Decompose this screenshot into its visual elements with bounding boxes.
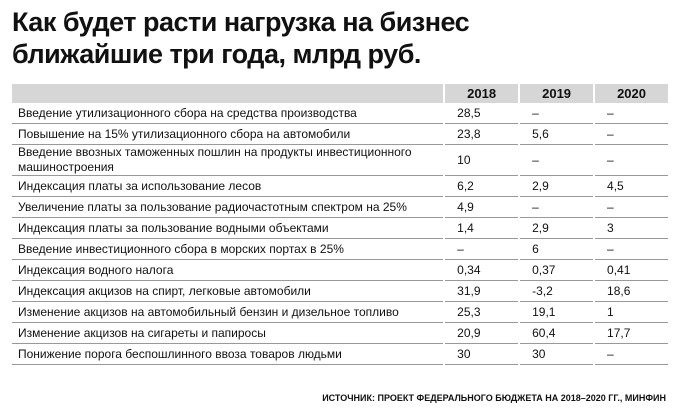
row-label: Введение ввозных таможенных пошлин на пр… — [12, 144, 445, 176]
row-label: Понижение порога беспошлинного ввоза тов… — [12, 343, 445, 365]
table-row: Введение ввозных таможенных пошлин на пр… — [12, 144, 668, 176]
value-cell: 30 — [443, 343, 520, 365]
row-label: Индексация акцизов на спирт, легковые ав… — [12, 280, 445, 302]
value-cell: 19,1 — [518, 301, 595, 323]
value-cell: 0,41 — [593, 259, 668, 281]
row-label: Повышение на 15% утилизационного сбора н… — [12, 123, 445, 145]
row-label: Введение утилизационного сбора на средст… — [12, 103, 445, 124]
header-row: 2018 2019 2020 — [12, 84, 668, 103]
table-row: Изменение акцизов на автомобильный бензи… — [12, 301, 668, 323]
value-cell: – — [593, 103, 668, 124]
value-cell: 6 — [518, 238, 595, 260]
row-label: Введение инвестиционного сбора в морских… — [12, 238, 445, 260]
row-label: Индексация платы за использование лесов — [12, 175, 445, 197]
header-cell: 2019 — [518, 84, 595, 103]
value-cell: 18,6 — [593, 280, 668, 302]
table-row: Увеличение платы за пользование радиочас… — [12, 196, 668, 218]
value-cell: -3,2 — [518, 280, 595, 302]
value-cell: – — [593, 238, 668, 260]
title-line: ближайшие три года, млрд руб. — [12, 39, 421, 69]
row-label: Изменение акцизов на сигареты и папиросы — [12, 322, 445, 344]
row-label: Индексация платы за пользование водными … — [12, 217, 445, 239]
value-cell: 31,9 — [443, 280, 520, 302]
value-cell: 10 — [443, 144, 520, 176]
header-cell: 2018 — [443, 84, 520, 103]
table-row: Индексация водного налога 0,34 0,37 0,41 — [12, 259, 668, 281]
table-row: Индексация платы за пользование водными … — [12, 217, 668, 239]
value-cell: – — [443, 238, 520, 260]
value-cell: 2,9 — [518, 217, 595, 239]
value-cell: 6,2 — [443, 175, 520, 197]
value-cell: 4,9 — [443, 196, 520, 218]
value-cell: 20,9 — [443, 322, 520, 344]
table-row: Понижение порога беспошлинного ввоза тов… — [12, 343, 668, 365]
header-cell: 2020 — [593, 84, 668, 103]
table-row: Введение инвестиционного сбора в морских… — [12, 238, 668, 260]
source: ИСТОЧНИК: ПРОЕКТ ФЕДЕРАЛЬНОГО БЮДЖЕТА НА… — [322, 393, 666, 403]
value-cell: – — [593, 343, 668, 365]
value-cell: – — [518, 144, 595, 176]
value-cell: 2,9 — [518, 175, 595, 197]
value-cell: 28,5 — [443, 103, 520, 124]
value-cell: – — [518, 196, 595, 218]
value-cell: – — [593, 196, 668, 218]
value-cell: 0,37 — [518, 259, 595, 281]
value-cell: 1 — [593, 301, 668, 323]
table-row: Повышение на 15% утилизационного сбора н… — [12, 123, 668, 145]
table-row: Введение утилизационного сбора на средст… — [12, 103, 668, 124]
value-cell: 30 — [518, 343, 595, 365]
value-cell: 23,8 — [443, 123, 520, 145]
row-label: Индексация водного налога — [12, 259, 445, 281]
value-cell: 3 — [593, 217, 668, 239]
row-label: Увеличение платы за пользование радиочас… — [12, 196, 445, 218]
row-label: Изменение акцизов на автомобильный бензи… — [12, 301, 445, 323]
value-cell: 5,6 — [518, 123, 595, 145]
table-row: Индексация платы за использование лесов 6… — [12, 175, 668, 197]
value-cell: – — [593, 144, 668, 176]
value-cell: 25,3 — [443, 301, 520, 323]
value-cell: 0,34 — [443, 259, 520, 281]
value-cell: 4,5 — [593, 175, 668, 197]
title-line: Как будет расти нагрузка на бизнес — [12, 7, 470, 37]
table-row: Изменение акцизов на сигареты и папиросы… — [12, 322, 668, 344]
table-row: Индексация акцизов на спирт, легковые ав… — [12, 280, 668, 302]
table: 2018 2019 2020 Введение утилизационного сбо… — [12, 84, 668, 365]
value-cell: 17,7 — [593, 322, 668, 344]
value-cell: 1,4 — [443, 217, 520, 239]
header-cell — [12, 84, 445, 103]
value-cell: 60,4 — [518, 322, 595, 344]
value-cell: – — [518, 103, 595, 124]
value-cell: – — [593, 123, 668, 145]
title: Как будет расти нагрузка на бизнес ближай… — [12, 6, 470, 70]
